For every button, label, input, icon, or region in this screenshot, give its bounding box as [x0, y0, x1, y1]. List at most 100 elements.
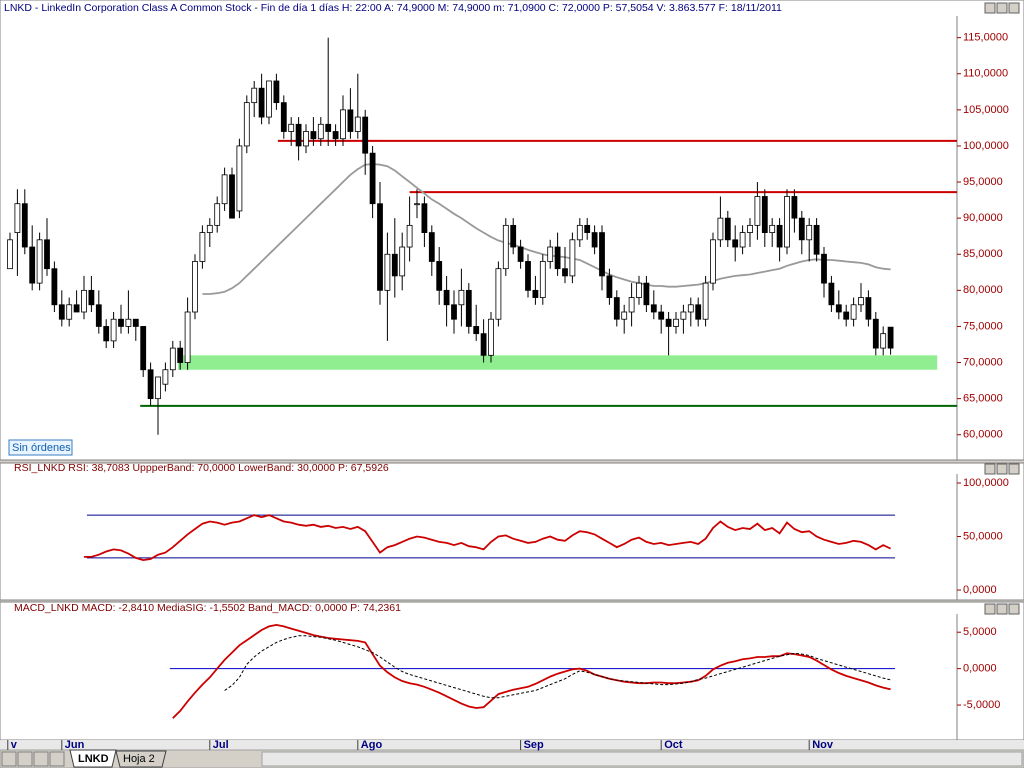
y-tick-label: 5,0000: [963, 626, 997, 638]
close-button[interactable]: [1008, 2, 1020, 14]
candle-body: [769, 224, 776, 233]
y-tick-label: 115,0000: [963, 32, 1008, 44]
candle-body: [717, 217, 724, 241]
macd-header: MACD_LNKD MACD: -2,8410 MediaSIG: -1,550…: [14, 602, 401, 614]
max-button[interactable]: [996, 463, 1008, 475]
candle-body: [369, 152, 376, 205]
y-tick-label: 90,0000: [963, 212, 1003, 224]
min-button[interactable]: [984, 603, 996, 615]
sheet-tab-active[interactable]: [69, 749, 117, 768]
candle-body: [229, 174, 235, 219]
candle-body: [739, 232, 746, 248]
candle-body: [162, 369, 169, 385]
candle-body: [591, 232, 598, 248]
candle-body: [88, 289, 95, 306]
candle-body: [280, 102, 287, 132]
candle-body: [243, 102, 250, 147]
y-tick-label: 80,0000: [963, 284, 1003, 296]
candle-body: [532, 289, 539, 298]
panel-buttons: [984, 2, 1020, 615]
candle-body: [843, 311, 850, 320]
candle-body: [51, 268, 58, 306]
candle-body: [266, 80, 272, 118]
candle-body: [539, 261, 546, 298]
candle-body: [761, 196, 768, 233]
candle-body: [221, 174, 228, 205]
candle-body: [562, 268, 568, 277]
candle-body: [428, 232, 435, 262]
tab-nav: [1, 751, 65, 767]
candle-body: [332, 131, 339, 140]
candle-body: [554, 246, 561, 270]
x-tick-label: Sep: [524, 739, 544, 751]
candle-body: [880, 333, 887, 349]
zone-band: [177, 355, 938, 370]
candle-body: [858, 297, 864, 306]
series-line: [84, 514, 891, 562]
sheet-tab-label[interactable]: Hoja 2: [123, 753, 155, 765]
max-button[interactable]: [996, 2, 1008, 14]
y-tick-label: 105,0000: [963, 104, 1009, 116]
candle-body: [584, 224, 591, 233]
candle-body: [406, 224, 413, 248]
orders-button[interactable]: [8, 439, 73, 456]
rsi-header: RSI_LNKD RSI: 38,7083 UppperBand: 70,000…: [14, 462, 389, 474]
candle-body: [169, 347, 176, 371]
candle-body: [887, 326, 894, 349]
candle-body: [66, 304, 73, 320]
y-tick-label: 100,0000: [963, 140, 1009, 152]
candle-body: [687, 304, 694, 313]
candle-body: [36, 239, 43, 284]
candle-body: [658, 311, 665, 320]
candle-body: [732, 239, 739, 248]
y-tick-label: 85,0000: [963, 248, 1003, 260]
y-tick-label: 50,0000: [963, 530, 1003, 542]
sheet-tab[interactable]: [115, 750, 167, 768]
nav-first[interactable]: [1, 751, 17, 767]
candle-body: [436, 261, 443, 291]
candle-body: [710, 239, 716, 284]
candle-body: [7, 239, 13, 270]
candle-body: [214, 203, 221, 226]
candle-body: [155, 376, 161, 400]
candle-body: [480, 333, 487, 356]
close-button[interactable]: [1008, 463, 1020, 475]
max-button[interactable]: [996, 603, 1008, 615]
candle-body: [340, 109, 346, 140]
candle-body: [118, 318, 124, 327]
candle-body: [103, 326, 110, 342]
min-button[interactable]: [984, 463, 996, 475]
sheet-tab-label[interactable]: LNKD: [78, 753, 109, 765]
y-tick-label: 75,0000: [963, 320, 1003, 332]
y-tick-label: 70,0000: [963, 356, 1003, 368]
close-button[interactable]: [1008, 603, 1020, 615]
y-tick-label: 0,0000: [963, 663, 997, 675]
nav-next[interactable]: [33, 751, 49, 767]
candle-body: [576, 224, 583, 241]
y-tick-label: 100,0000: [963, 477, 1009, 489]
y-tick-label: -5,0000: [963, 699, 1000, 711]
nav-last[interactable]: [49, 751, 65, 767]
h-scrollbar[interactable]: [261, 751, 1023, 767]
candle-body: [791, 196, 798, 219]
nav-prev[interactable]: [17, 751, 33, 767]
candle-body: [206, 224, 213, 233]
candle-body: [414, 203, 420, 206]
x-tick-label: Nov: [812, 739, 834, 751]
candle-body: [110, 318, 117, 342]
candle-body: [288, 123, 295, 132]
candle-body: [724, 217, 731, 241]
candle-body: [177, 347, 184, 363]
candle-body: [488, 318, 494, 356]
rsi-panel: [0, 462, 1024, 601]
series-line: [202, 163, 891, 295]
candle-body: [784, 196, 790, 248]
candle-body: [621, 311, 628, 320]
min-button[interactable]: [984, 2, 996, 14]
candle-body: [695, 304, 702, 320]
candle-body: [310, 131, 317, 140]
orders-button-label[interactable]: Sin órdenes: [12, 442, 71, 454]
candle-body: [95, 304, 102, 327]
